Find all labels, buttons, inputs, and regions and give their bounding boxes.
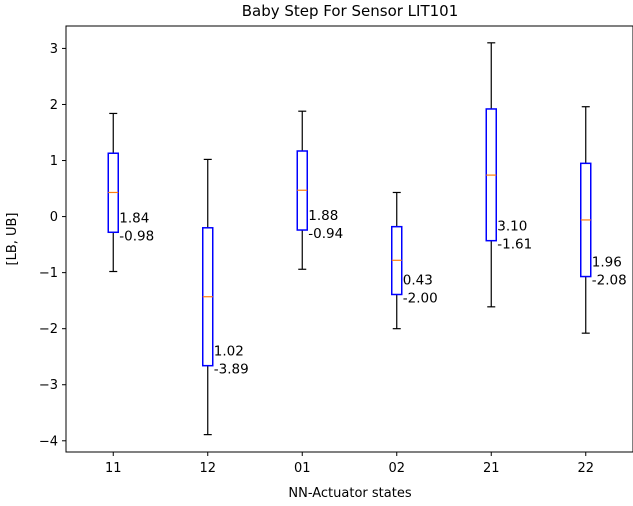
upper-bound-label: 0.43	[403, 272, 433, 288]
y-tick-label: −2	[39, 322, 58, 337]
box-11: 1.84 -0.98	[107, 112, 154, 273]
x-axis: 11 12 01 02 21 22	[105, 452, 594, 476]
x-tick-label: 12	[199, 461, 216, 476]
y-tick-label: 1	[50, 154, 58, 169]
y-tick-label: −3	[39, 378, 58, 393]
x-tick-label: 01	[294, 461, 311, 476]
upper-bound-label: 1.02	[214, 344, 244, 360]
plot-frame	[65, 25, 633, 453]
lower-bound-label: -1.61	[497, 237, 532, 253]
x-tick-label: 22	[577, 461, 594, 476]
lower-bound-label: -3.89	[214, 362, 249, 378]
upper-bound-label: 3.10	[497, 219, 527, 235]
x-tick-label: 21	[483, 461, 500, 476]
y-tick-label: −1	[39, 266, 58, 281]
y-axis-label: [LB, UB]	[5, 212, 20, 265]
upper-bound-label: 1.96	[592, 255, 622, 271]
upper-bound-label: 1.88	[308, 208, 338, 224]
chart-title: Baby Step For Sensor LIT101	[242, 2, 459, 20]
plot-area: 1.84 -0.98 1.02 -3.89 1.88 -0.94 0.43 -2.00 3.10…	[107, 42, 627, 436]
y-axis: −4 −3 −2 −1 0 1 2 3	[39, 42, 66, 449]
box-02: 0.43 -2.00	[391, 191, 438, 330]
box-21: 3.10 -1.61	[485, 42, 532, 308]
x-tick-label: 02	[388, 461, 405, 476]
x-axis-label: NN-Actuator states	[288, 486, 411, 501]
lower-bound-label: -0.98	[119, 228, 154, 244]
box-12: 1.02 -3.89	[202, 158, 249, 436]
lower-bound-label: -0.94	[308, 226, 343, 242]
box-01: 1.88 -0.94	[296, 110, 343, 270]
x-tick-label: 11	[105, 461, 122, 476]
y-tick-label: 2	[50, 98, 58, 113]
upper-bound-label: 1.84	[119, 210, 149, 226]
lower-bound-label: -2.00	[403, 290, 438, 306]
lower-bound-label: -2.08	[592, 273, 627, 289]
box-22: 1.96 -2.08	[580, 106, 627, 334]
y-tick-label: 0	[50, 210, 58, 225]
y-tick-label: 3	[50, 42, 58, 57]
y-tick-label: −4	[39, 434, 58, 449]
